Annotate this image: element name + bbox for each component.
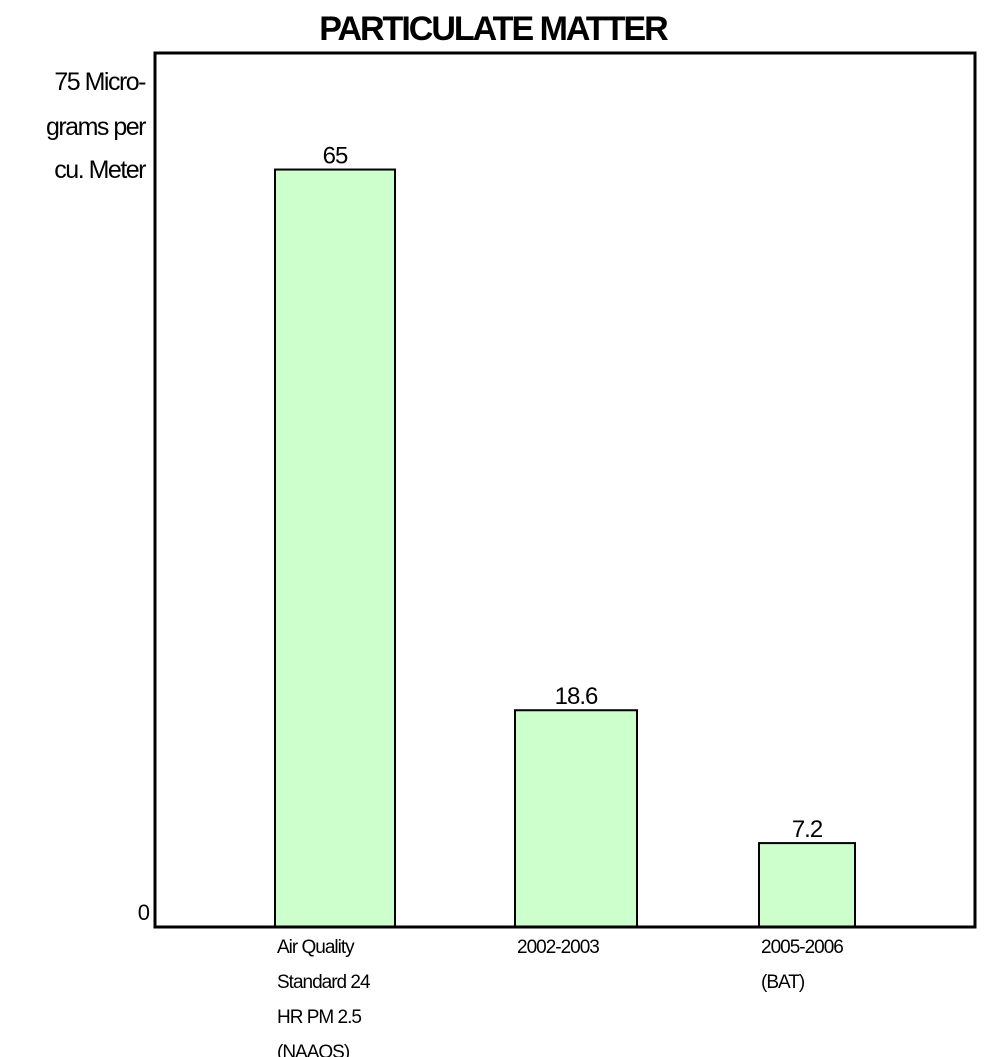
- data-labels-group: 65 18.6 7.2: [323, 143, 824, 844]
- category-label-1-line-2: Standard 24: [277, 972, 371, 993]
- bars-group: [274, 168, 856, 929]
- category-label-1-line-4: (NAAQS): [277, 1042, 350, 1057]
- y-tick-zero: 0: [138, 900, 150, 925]
- category-label-2-line-1: 2002-2003: [517, 937, 599, 958]
- category-label-3-line-2: (BAT): [761, 972, 805, 993]
- category-label-1-line-3: HR PM 2.5: [277, 1007, 361, 1028]
- category-label-3-line-1: 2005-2006: [761, 937, 843, 958]
- data-label-1: 65: [323, 143, 348, 170]
- chart-title: PARTICULATE MATTER: [319, 10, 668, 48]
- y-axis-label: 75 Micro- grams per cu. Meter: [46, 68, 148, 184]
- y-axis-label-line-2: grams per: [46, 113, 146, 141]
- data-label-2: 18.6: [555, 683, 598, 710]
- bar-2: [514, 709, 638, 928]
- y-axis-label-line-1: 75 Micro-: [54, 68, 146, 96]
- bar-3: [758, 842, 856, 929]
- category-label-1-line-1: Air Quality: [277, 937, 355, 958]
- plot-area-frame: [153, 51, 977, 929]
- bar-1: [274, 168, 396, 929]
- category-labels-group: Air Quality Standard 24 HR PM 2.5 (NAAQS) 20…: [277, 937, 844, 1057]
- data-label-3: 7.2: [792, 816, 823, 843]
- y-axis-label-line-3: cu. Meter: [54, 156, 146, 184]
